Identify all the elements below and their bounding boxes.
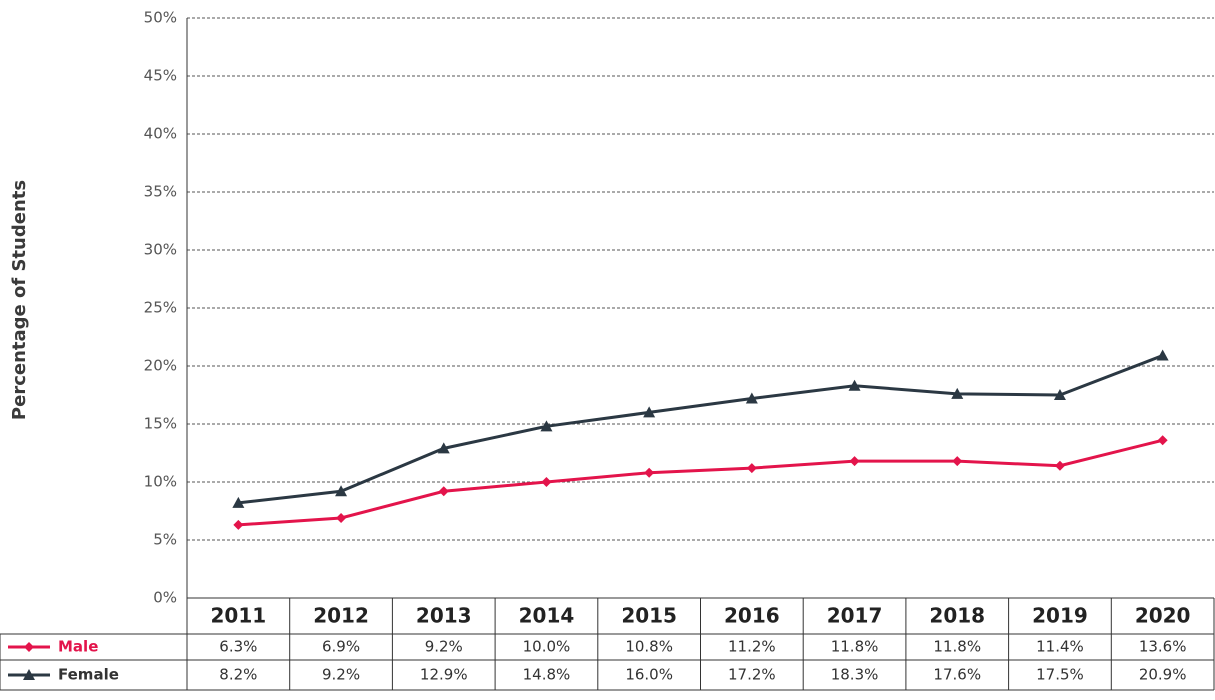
y-tick-label: 40% xyxy=(144,125,177,143)
x-tick-label: 2012 xyxy=(313,604,369,628)
marker xyxy=(336,512,347,523)
legend-marker xyxy=(23,669,35,680)
x-tick-label: 2013 xyxy=(416,604,472,628)
legend-marker xyxy=(24,642,34,652)
table-cell: 11.4% xyxy=(1036,638,1084,656)
marker xyxy=(746,463,757,474)
y-tick-label: 45% xyxy=(144,67,177,85)
y-tick-label: 15% xyxy=(144,415,177,433)
table-cell: 17.6% xyxy=(933,666,981,684)
x-tick-label: 2017 xyxy=(827,604,883,628)
table-cell: 9.2% xyxy=(322,666,360,684)
x-tick-label: 2016 xyxy=(724,604,780,628)
marker xyxy=(745,392,758,404)
y-tick-label: 0% xyxy=(153,589,177,607)
legend-label: Male xyxy=(58,638,98,656)
marker xyxy=(952,456,963,467)
table-cell: 6.3% xyxy=(219,638,257,656)
y-tick-label: 30% xyxy=(144,241,177,259)
line xyxy=(238,438,1164,527)
marker xyxy=(951,387,964,399)
marker xyxy=(1157,435,1168,446)
table-cell: 13.6% xyxy=(1139,638,1187,656)
marker xyxy=(232,496,245,508)
table-cell: 6.9% xyxy=(322,638,360,656)
table-cell: 11.8% xyxy=(831,638,879,656)
y-tick-label: 50% xyxy=(144,9,177,27)
x-tick-label: 2015 xyxy=(621,604,677,628)
table-cell: 8.2% xyxy=(219,666,257,684)
table-cell: 11.2% xyxy=(728,638,776,656)
y-axis-label: Percentage of Students xyxy=(9,180,30,420)
x-tick-label: 2020 xyxy=(1135,604,1191,628)
y-tick-label: 20% xyxy=(144,357,177,375)
table-cell: 20.9% xyxy=(1139,666,1187,684)
legend-label: Female xyxy=(58,666,119,684)
x-tick-label: 2019 xyxy=(1032,604,1088,628)
marker xyxy=(1053,389,1066,400)
y-tick-label: 35% xyxy=(144,183,177,201)
table-cell: 9.2% xyxy=(425,638,463,656)
marker xyxy=(541,477,552,487)
table-cell: 14.8% xyxy=(523,666,571,684)
marker xyxy=(1054,460,1065,471)
marker xyxy=(438,486,449,497)
table-cell: 18.3% xyxy=(831,666,879,684)
marker xyxy=(335,485,348,497)
table-cell: 17.5% xyxy=(1036,666,1084,684)
marker xyxy=(540,420,553,432)
y-tick-label: 25% xyxy=(144,299,177,317)
x-tick-label: 2014 xyxy=(519,604,575,628)
marker xyxy=(437,442,450,454)
x-tick-label: 2018 xyxy=(929,604,985,628)
table-cell: 11.8% xyxy=(933,638,981,656)
marker xyxy=(1156,349,1169,361)
marker xyxy=(849,456,860,467)
table-cell: 12.9% xyxy=(420,666,468,684)
y-tick-label: 5% xyxy=(153,531,177,549)
marker xyxy=(643,406,656,418)
marker xyxy=(848,379,861,391)
marker xyxy=(233,519,244,530)
table-cell: 17.2% xyxy=(728,666,776,684)
table-cell: 10.8% xyxy=(625,638,673,656)
table-cell: 10.0% xyxy=(523,638,571,656)
x-tick-label: 2011 xyxy=(211,604,267,628)
table-cell: 16.0% xyxy=(625,666,673,684)
line xyxy=(238,354,1164,505)
y-tick-label: 10% xyxy=(144,473,177,491)
marker xyxy=(644,467,655,478)
